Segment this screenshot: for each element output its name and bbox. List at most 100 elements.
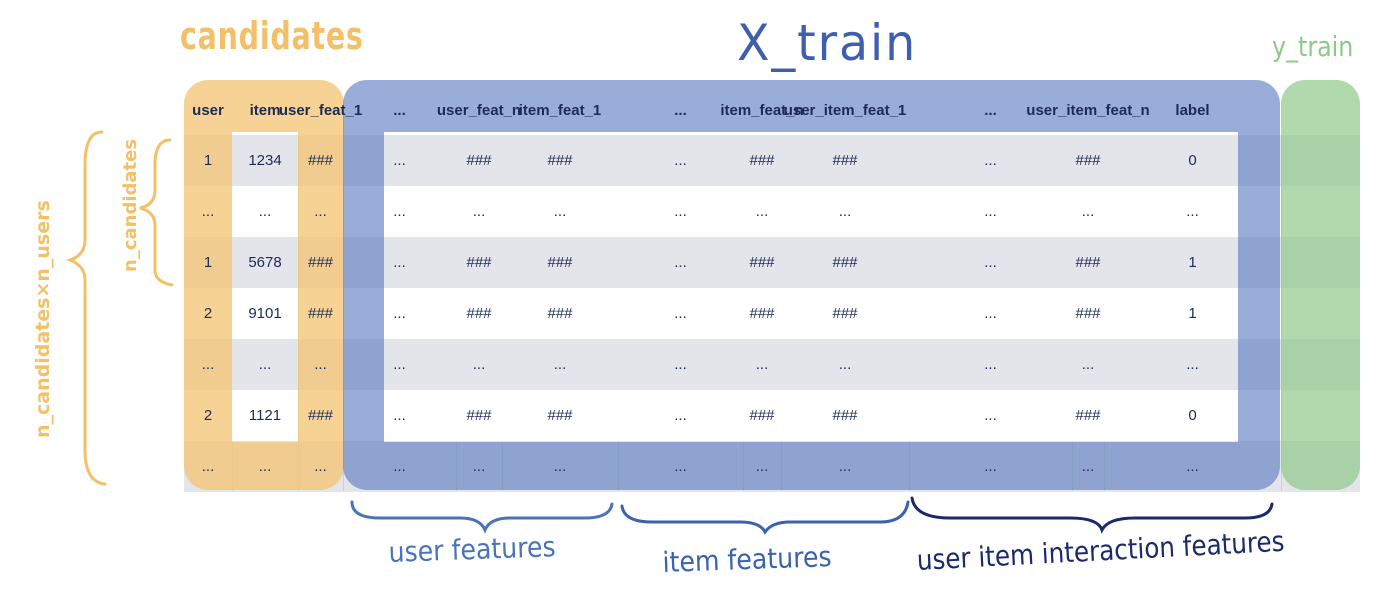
table-cell: ...	[674, 305, 687, 322]
table-cell: ...	[984, 407, 997, 424]
table-cell: ...	[1186, 458, 1199, 475]
table-cell: ###	[466, 407, 492, 424]
table-cell: 0	[1188, 407, 1197, 424]
table-cell: ###	[307, 305, 334, 322]
table-cell: ...	[674, 203, 687, 220]
table-cell: ...	[755, 458, 769, 475]
n-candidates-x-n-users-brace	[65, 130, 107, 486]
table-cell: ...	[674, 254, 687, 271]
column-header: user_item_feat_1	[783, 101, 907, 119]
table-cell: ...	[674, 458, 687, 475]
table-cell: ###	[547, 407, 573, 424]
column-header: item_feat_1	[518, 101, 602, 119]
column-header: ...	[984, 101, 997, 119]
table-cell: ...	[1186, 203, 1199, 220]
table-cell: 5678	[248, 254, 282, 271]
table-cell: ...	[472, 356, 486, 373]
table-cell: ...	[258, 356, 272, 373]
column-header: ...	[393, 101, 406, 119]
column-header: user_item_feat_n	[1026, 101, 1150, 119]
table-cell: ###	[1075, 254, 1101, 271]
table-cell: ###	[832, 254, 858, 271]
table-cell: 2	[203, 407, 213, 424]
table-cell: ###	[832, 152, 858, 169]
table-cell: ...	[984, 254, 997, 271]
table-cell: ...	[553, 203, 567, 220]
table-cell: ...	[393, 305, 406, 322]
table-cell: ###	[749, 305, 775, 322]
user-features-label: user features	[388, 530, 557, 569]
table-cell: ###	[307, 254, 334, 271]
table-cell: ...	[258, 203, 272, 220]
table-cell: ###	[547, 254, 573, 271]
x-train-title: X_train	[737, 14, 918, 72]
table-cell: ...	[393, 203, 406, 220]
n-candidates-x-n-users-label: n_candidates×n_users	[32, 200, 54, 438]
table-cell: ###	[466, 254, 492, 271]
table-cell: ...	[553, 458, 567, 475]
table-cell: ...	[201, 356, 215, 373]
table-cell: 1	[1188, 254, 1197, 271]
table-cell: ...	[984, 458, 997, 475]
table-cell: ...	[393, 458, 406, 475]
user-features-brace	[350, 500, 614, 534]
table-cell: 1	[203, 152, 213, 169]
table-cell: ...	[1186, 356, 1199, 373]
table-cell: ...	[553, 356, 567, 373]
table-cell: 1234	[248, 152, 282, 169]
table-cell: ...	[984, 203, 997, 220]
table-cell: ...	[314, 203, 327, 220]
column-header: user_feat_1	[278, 101, 363, 119]
table-cell: ...	[472, 203, 486, 220]
table-cell: ###	[307, 407, 334, 424]
bottom-braces	[350, 496, 1274, 535]
table-cell: ...	[838, 458, 852, 475]
table-cell: ###	[547, 305, 573, 322]
column-header: item	[249, 101, 281, 119]
column-header: label	[1175, 101, 1210, 119]
item-features-brace	[620, 500, 910, 535]
table-cell: ###	[749, 152, 775, 169]
table-cell: ...	[1081, 458, 1095, 475]
item-features-label: item features	[662, 540, 833, 579]
table-cell: ...	[393, 152, 406, 169]
table-cell: ###	[547, 152, 573, 169]
column-header: user_feat_n	[436, 101, 522, 119]
table-cell: ###	[749, 407, 775, 424]
table-cell: ...	[674, 152, 687, 169]
n-candidates-label: n_candidates	[120, 138, 141, 272]
table-cell: 0	[1188, 152, 1197, 169]
table-cell: ###	[1075, 407, 1101, 424]
table-cell: ...	[258, 458, 272, 475]
column-divider	[1281, 135, 1282, 491]
table-cell: ###	[307, 152, 334, 169]
table-cell: ###	[832, 305, 858, 322]
table-cell: ...	[314, 356, 327, 373]
table-cell: ...	[201, 203, 215, 220]
table-cell: ...	[984, 356, 997, 373]
table-cell: ...	[393, 254, 406, 271]
table-cell: 1	[203, 254, 213, 271]
table-cell: ...	[984, 305, 997, 322]
table-cell: ...	[1081, 356, 1095, 373]
table-cell: ###	[1075, 152, 1101, 169]
table-cell: ...	[1081, 203, 1095, 220]
table-cell: ###	[1075, 305, 1101, 322]
table-cell: 9101	[248, 305, 282, 322]
column-header: user	[192, 101, 224, 119]
table-cell: 1	[1188, 305, 1197, 322]
table-cell: ###	[749, 254, 775, 271]
table-cell: ###	[466, 305, 492, 322]
table-cell: ...	[201, 458, 215, 475]
table-cell: ...	[472, 458, 486, 475]
user-item-interaction-features-brace	[910, 496, 1274, 534]
column-header: item_feat_n	[720, 101, 804, 119]
table-cell: ...	[393, 356, 406, 373]
table-cell: ...	[838, 356, 852, 373]
table-cell: ...	[755, 203, 769, 220]
left-braces	[65, 130, 174, 486]
table-cell: ...	[838, 203, 852, 220]
table-cell: ...	[393, 407, 406, 424]
table-cell: 2	[203, 305, 213, 322]
table-cell: ...	[755, 356, 769, 373]
